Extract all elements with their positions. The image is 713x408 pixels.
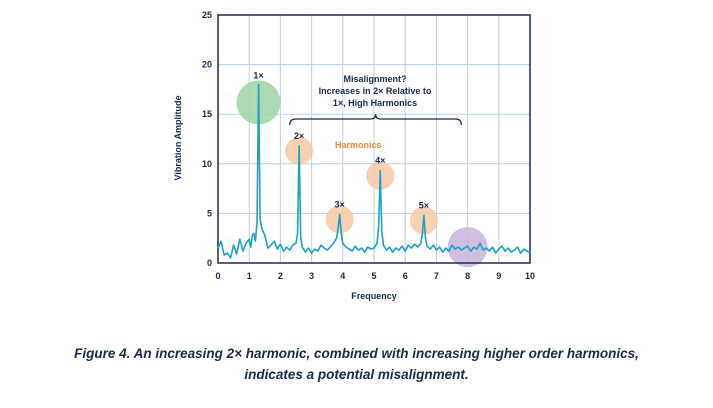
y-tick-labels: 0 5 10 15 20 25 [202,10,212,268]
axes [217,14,531,264]
peak-label-4: 4× [375,156,385,166]
caption-line-1: Figure 4. An increasing 2× harmonic, com… [74,346,639,361]
y-tick-10: 10 [202,159,212,169]
harmonics-label: Harmonics [335,140,382,150]
peak-label-5: 5× [419,200,429,210]
x-tick-1: 1 [247,271,252,281]
caption-line-2: indicates a potential misalignment. [244,367,469,382]
x-tick-0: 0 [215,271,220,281]
x-tick-8: 8 [465,271,470,281]
vibration-spectrum-chart: 0 1 2 3 4 5 6 7 8 9 10 0 5 10 15 20 25 1× 2× 3× 4× 5× Misal… [173,10,535,301]
x-tick-6: 6 [403,271,408,281]
y-tick-5: 5 [207,208,212,218]
y-tick-25: 25 [202,10,212,20]
plot-frame [217,14,531,264]
x-tick-7: 7 [434,271,439,281]
x-tick-9: 9 [496,271,501,281]
x-tick-labels: 0 1 2 3 4 5 6 7 8 9 10 [215,271,535,281]
y-tick-20: 20 [202,60,212,70]
peak-label-1: 1× [253,70,263,80]
x-tick-4: 4 [340,271,345,281]
annotation-line-3: 1×, High Harmonics [333,98,417,108]
x-tick-2: 2 [278,271,283,281]
grid [218,15,530,263]
peak-highlights [236,80,488,268]
x-tick-10: 10 [525,271,535,281]
y-axis-label: Vibration Amplitude [173,95,183,180]
x-tick-5: 5 [371,271,376,281]
peak-label-3: 3× [335,199,345,209]
peak-labels: 1× 2× 3× 4× 5× [253,70,429,210]
annotation: Misalignment? Increases in 2× Relative t… [289,74,463,126]
annotation-line-1: Misalignment? [343,74,406,84]
figure-caption: Figure 4. An increasing 2× harmonic, com… [0,343,713,385]
x-axis-label: Frequency [351,291,397,301]
peak-label-2: 2× [294,131,304,141]
x-tick-3: 3 [309,271,314,281]
y-tick-0: 0 [207,258,212,268]
spectrum-line [217,83,531,259]
annotation-line-2: Increases in 2× Relative to [319,86,432,96]
annotation-brace [289,113,463,126]
y-tick-15: 15 [202,109,212,119]
